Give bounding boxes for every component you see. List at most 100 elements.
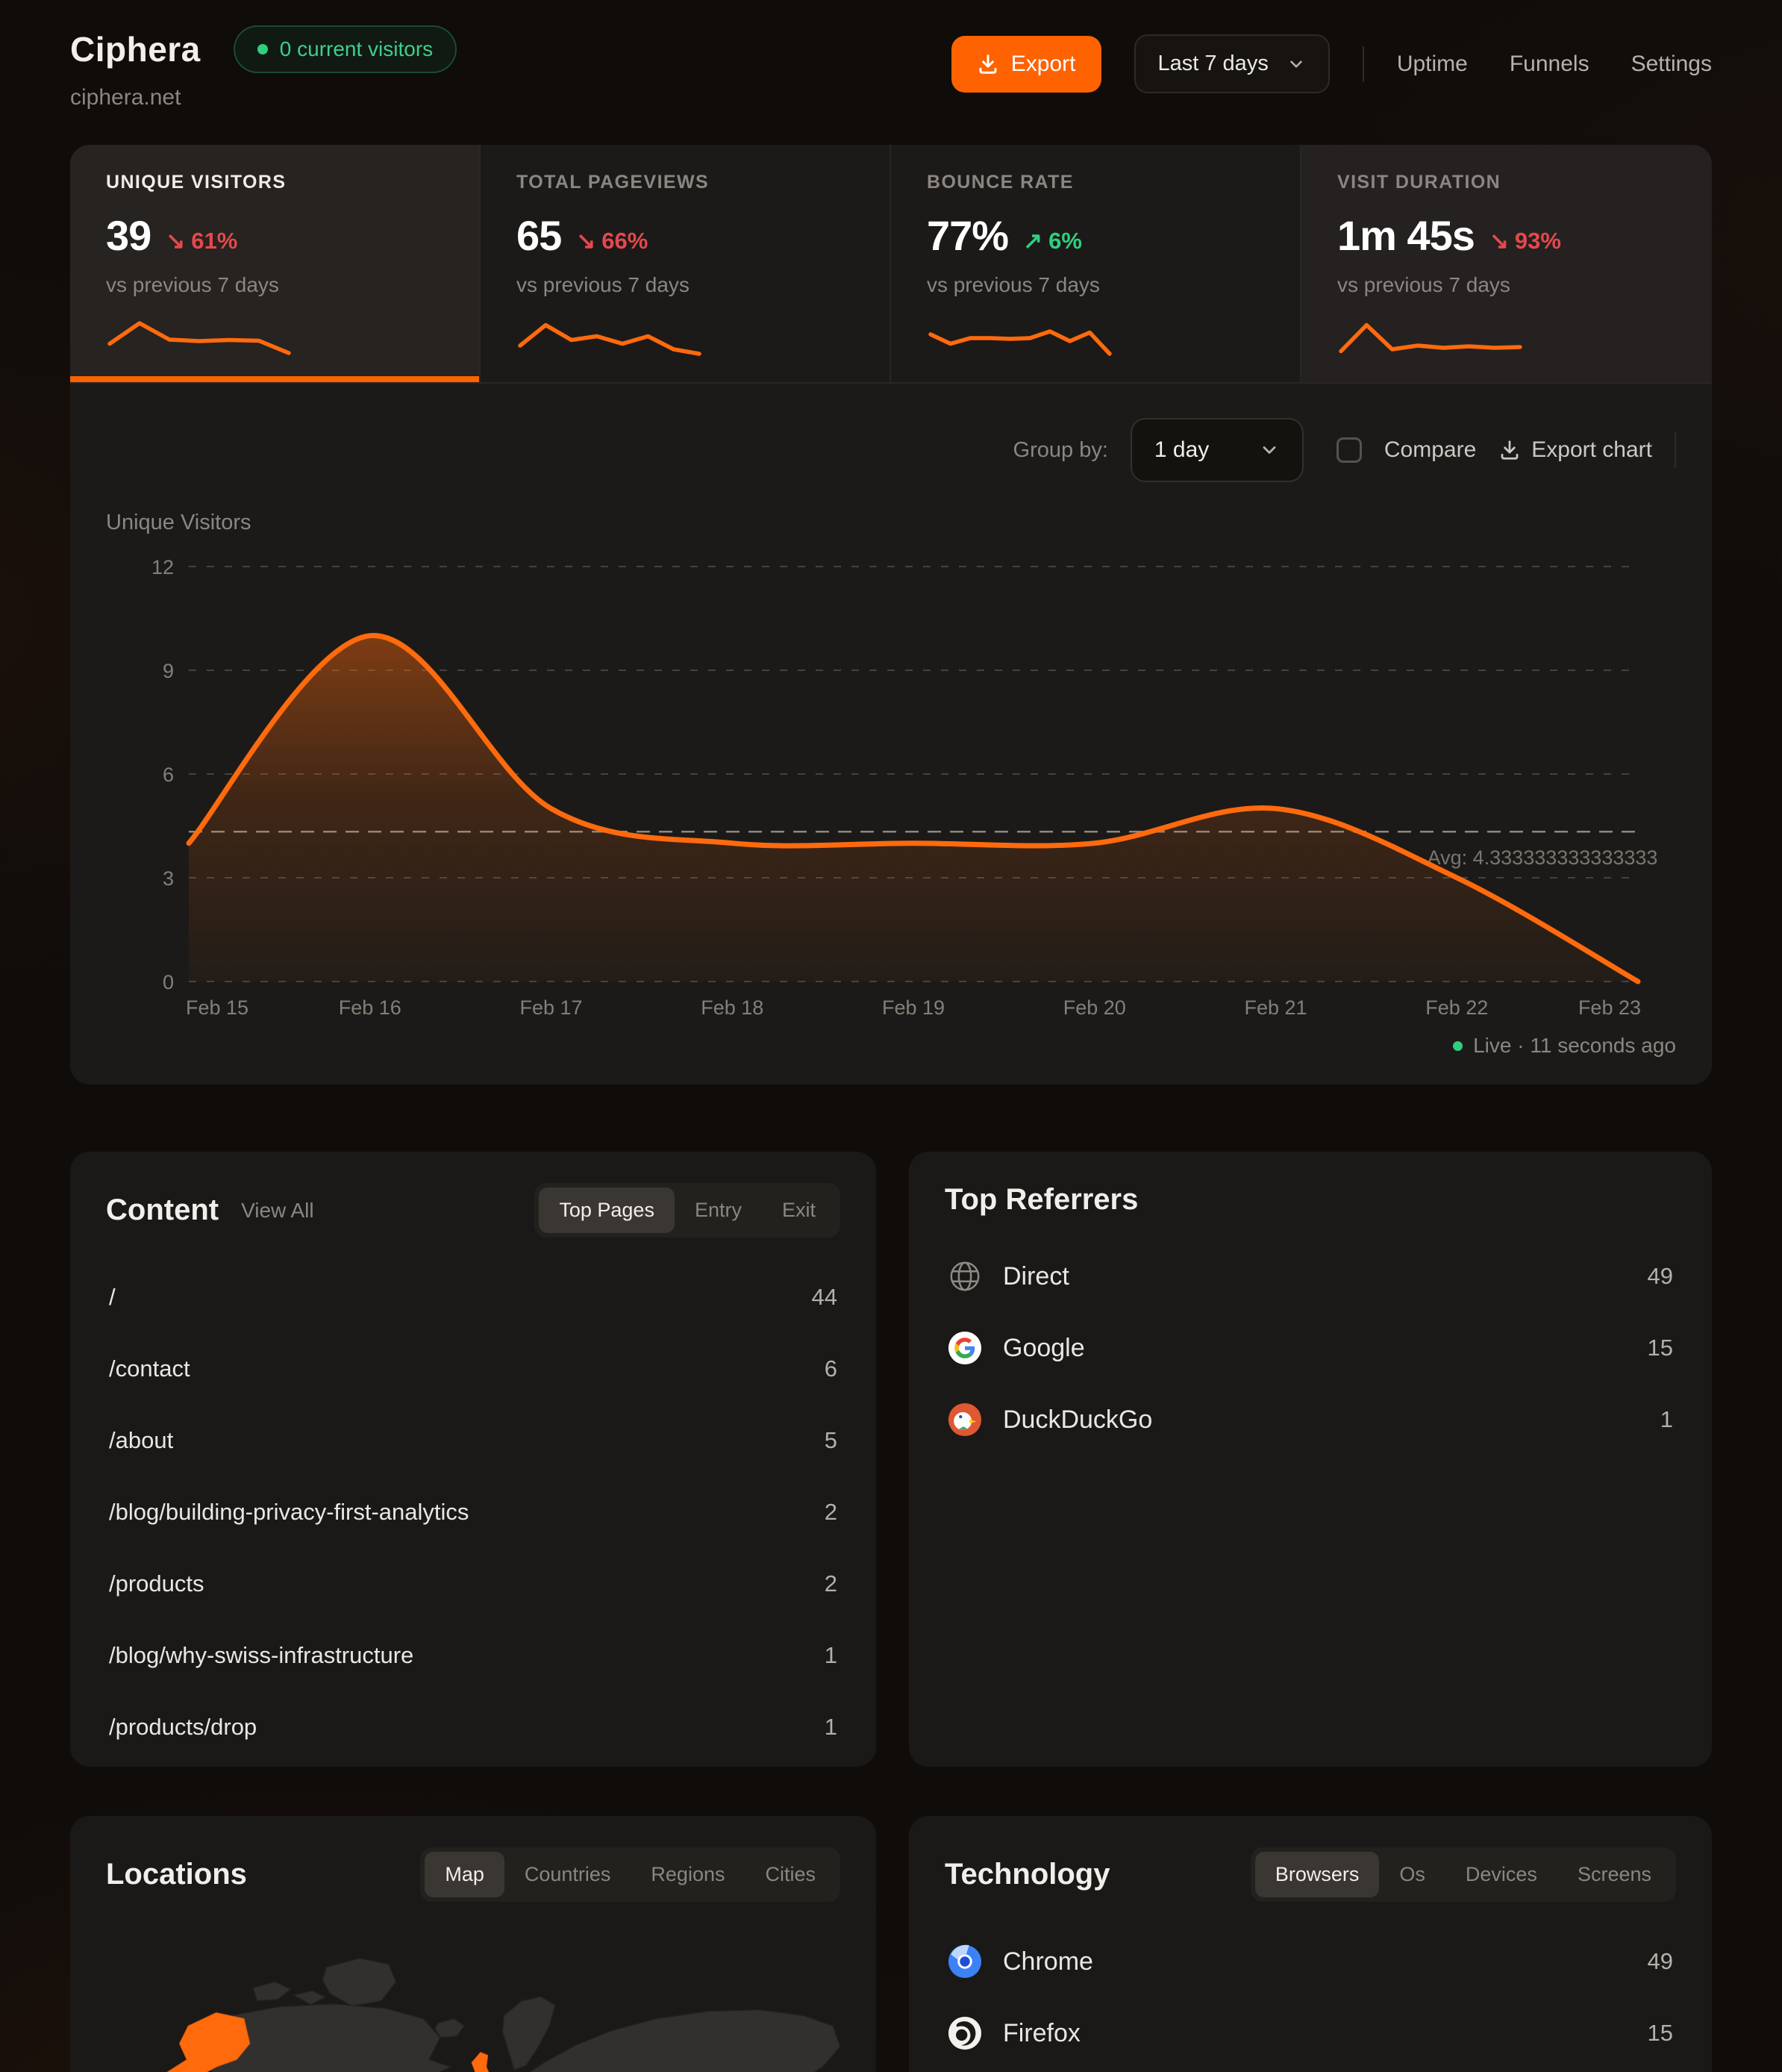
stat-compare: vs previous 7 days <box>1337 273 1510 296</box>
stat-label: BOUNCE RATE <box>927 172 1074 193</box>
stat-compare: vs previous 7 days <box>927 273 1100 296</box>
trend-down-icon: ↘ <box>166 228 186 254</box>
duckduckgo-icon <box>948 1402 982 1437</box>
svg-text:Feb 21: Feb 21 <box>1244 996 1307 1019</box>
svg-text:0: 0 <box>163 971 174 993</box>
header: Ciphera 0 current visitors ciphera.net E… <box>0 0 1782 110</box>
stat-label: UNIQUE VISITORS <box>106 172 287 193</box>
referrer-row-direct[interactable]: Direct 49 <box>945 1241 1676 1312</box>
map-region-uk <box>471 2052 490 2072</box>
download-icon <box>1498 439 1521 461</box>
content-row[interactable]: /44 <box>109 1284 837 1310</box>
svg-text:Feb 15: Feb 15 <box>186 996 248 1019</box>
stats-row: UNIQUE VISITORS 39 ↘ 61% vs previous 7 da… <box>70 145 1712 384</box>
group-by-label: Group by: <box>1013 437 1108 462</box>
chevron-down-icon <box>1287 54 1306 74</box>
content-row[interactable]: /blog/building-privacy-first-analytics 2 <box>109 1499 837 1525</box>
stat-unique-visitors[interactable]: UNIQUE VISITORS 39 ↘ 61% vs previous 7 da… <box>70 145 481 382</box>
stat-visit-duration[interactable]: VISIT DURATION 1m 45s ↘ 93% vs previous 7… <box>1301 145 1712 382</box>
site-domain: ciphera.net <box>70 85 181 110</box>
svg-text:Feb 16: Feb 16 <box>339 996 401 1019</box>
svg-text:3: 3 <box>163 867 174 890</box>
tab-countries[interactable]: Countries <box>524 1863 611 1885</box>
export-button[interactable]: Export <box>951 35 1101 93</box>
technology-tabs: Browsers Os Devices Screens <box>1250 1847 1676 1902</box>
content-row[interactable]: /products 2 <box>109 1570 837 1597</box>
trend-up-icon: ↗ <box>1023 228 1043 254</box>
sparkline-visit-duration <box>1339 322 1522 354</box>
current-visitors-label: 0 current visitors <box>279 37 434 60</box>
technology-title: Technology <box>945 1858 1110 1891</box>
svg-text:12: 12 <box>151 556 174 578</box>
browser-row-partial[interactable] <box>945 2069 1676 2072</box>
export-chart-button[interactable]: Export chart <box>1498 437 1652 463</box>
widgets-grid: Content View All Top Pages Entry Exit /4… <box>70 1152 1712 2072</box>
nav-uptime[interactable]: Uptime <box>1396 51 1468 76</box>
tab-regions[interactable]: Regions <box>651 1863 725 1885</box>
referrer-row-google[interactable]: Google 15 <box>945 1312 1676 1384</box>
stat-delta: ↘ 61% <box>166 228 238 254</box>
svg-text:Feb 23: Feb 23 <box>1578 996 1641 1019</box>
live-indicator: Live · 11 seconds ago <box>106 1034 1676 1062</box>
tab-top-pages[interactable]: Top Pages <box>539 1188 675 1233</box>
tab-map[interactable]: Map <box>425 1852 504 1897</box>
svg-text:Avg: 4.333333333333333: Avg: 4.333333333333333 <box>1428 846 1658 869</box>
svg-text:Feb 20: Feb 20 <box>1063 996 1126 1019</box>
trend-down-icon: ↘ <box>1489 228 1509 254</box>
tab-entry[interactable]: Entry <box>694 1199 742 1221</box>
content-row[interactable]: /about 5 <box>109 1427 837 1453</box>
locations-title: Locations <box>106 1858 247 1891</box>
site-title: Ciphera <box>70 30 201 69</box>
group-by-value: 1 day <box>1154 437 1210 462</box>
download-icon <box>977 53 999 75</box>
svg-text:Feb 17: Feb 17 <box>519 996 582 1019</box>
chart-title: Unique Visitors <box>106 511 251 534</box>
tab-screens[interactable]: Screens <box>1577 1863 1651 1885</box>
group-by-select[interactable]: 1 day <box>1130 418 1304 482</box>
date-range-value: Last 7 days <box>1157 52 1269 75</box>
svg-text:Feb 22: Feb 22 <box>1425 996 1488 1019</box>
header-nav: Uptime Funnels Settings <box>1397 52 1712 77</box>
controls-divider <box>1675 432 1676 468</box>
tab-cities[interactable]: Cities <box>765 1863 816 1885</box>
world-map <box>106 1936 840 2072</box>
content-title: Content <box>106 1193 219 1226</box>
chart-section: Group by: 1 day Compare Export chart Uni… <box>70 384 1712 1085</box>
google-icon <box>948 1331 982 1365</box>
stat-total-pageviews[interactable]: TOTAL PAGEVIEWS 65 ↘ 66% vs previous 7 da… <box>481 145 891 382</box>
analytics-panel: UNIQUE VISITORS 3 9 ↘ 61% vs previous 7 da… <box>70 145 1712 1085</box>
referrer-row-duckduckgo[interactable]: DuckDuckGo 1 <box>945 1384 1676 1455</box>
technology-card: Technology Browsers Os Devices Screens C… <box>909 1816 1712 2072</box>
content-tabs: Top Pages Entry Exit <box>534 1183 840 1238</box>
map-continents <box>187 1957 840 2072</box>
content-row[interactable]: /blog/why-swiss-infrastructure 1 <box>109 1642 837 1668</box>
tab-browsers[interactable]: Browsers <box>1254 1852 1380 1897</box>
nav-settings[interactable]: Settings <box>1631 51 1712 76</box>
tab-exit[interactable]: Exit <box>781 1199 816 1221</box>
stat-compare: vs previous 7 days <box>106 273 279 296</box>
tab-devices[interactable]: Devices <box>1465 1863 1537 1885</box>
nav-funnels[interactable]: Funnels <box>1509 51 1589 76</box>
browser-row-chrome[interactable]: Chrome 49 <box>945 1926 1676 1997</box>
live-dot-icon <box>1453 1040 1463 1051</box>
compare-checkbox[interactable] <box>1336 437 1362 463</box>
locations-tabs: Map Countries Regions Cities <box>420 1847 840 1902</box>
date-range-select[interactable]: Last 7 days <box>1134 34 1330 93</box>
browser-row-firefox[interactable]: Firefox 15 <box>945 1997 1676 2069</box>
svg-text:9: 9 <box>163 660 174 682</box>
firefox-icon <box>948 2016 982 2050</box>
tab-os[interactable]: Os <box>1399 1863 1425 1885</box>
view-all-link[interactable]: View All <box>241 1198 314 1222</box>
locations-card: Locations Map Countries Regions Cities <box>70 1816 876 2072</box>
stat-delta: ↘ 66% <box>576 228 648 254</box>
stat-compare: vs previous 7 days <box>516 273 690 296</box>
referrer-rows: Direct 49 Google 15 DuckDuckGo 1 <box>945 1241 1676 1455</box>
referrers-title: Top Referrers <box>945 1183 1139 1216</box>
export-label: Export <box>1010 51 1076 76</box>
sparkline-bounce-rate <box>928 329 1112 356</box>
content-row[interactable]: /products/drop 1 <box>109 1714 837 1740</box>
svg-text:6: 6 <box>163 764 174 786</box>
content-row[interactable]: /contact 6 <box>109 1355 837 1382</box>
compare-label: Compare <box>1384 437 1477 462</box>
stat-bounce-rate[interactable]: BOUNCE RATE 77% ↗ 6% vs previous 7 days <box>891 145 1301 382</box>
